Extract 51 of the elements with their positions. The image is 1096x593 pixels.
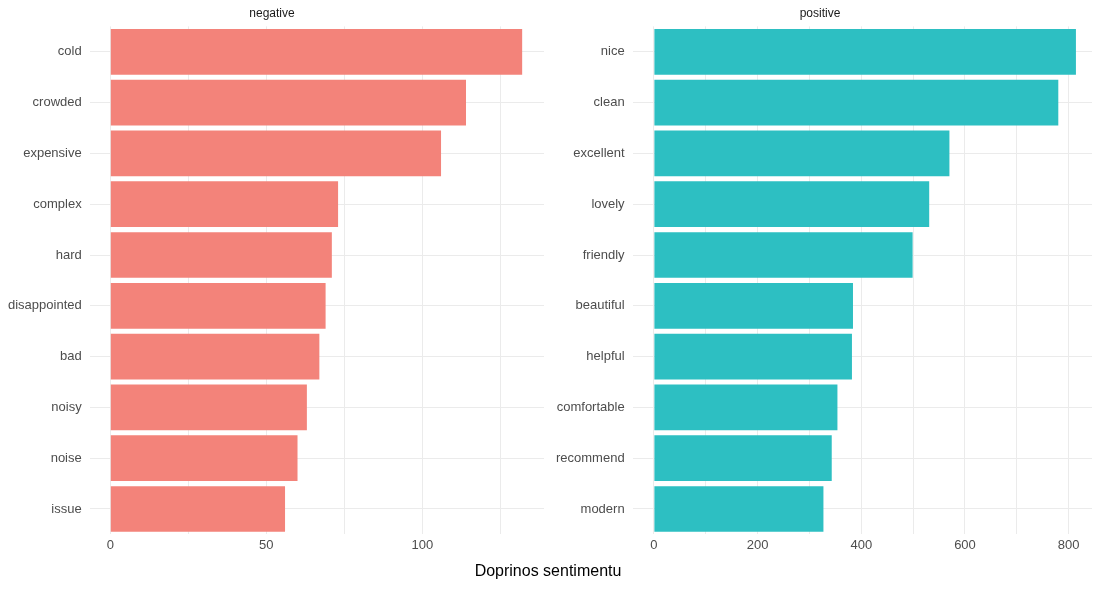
bar xyxy=(110,181,339,228)
y-tick-label: noise xyxy=(50,449,82,465)
bar xyxy=(654,130,950,177)
x-tick-label: 400 xyxy=(850,536,873,552)
bar xyxy=(654,282,853,329)
bar xyxy=(110,28,523,75)
x-tick-label: 200 xyxy=(746,536,769,552)
y-tick-label: recommend xyxy=(556,449,625,465)
bar xyxy=(654,181,930,228)
bar xyxy=(110,384,307,431)
y-tick-label: helpful xyxy=(586,348,625,364)
x-tick-label: 800 xyxy=(1057,536,1080,552)
y-tick-label: issue xyxy=(51,500,82,516)
bar xyxy=(654,384,838,431)
bar xyxy=(110,333,320,380)
bar xyxy=(654,28,1076,75)
bar xyxy=(654,232,913,278)
y-tick-label: lovely xyxy=(591,195,626,211)
bar xyxy=(654,79,1059,126)
chart-title: negative xyxy=(249,5,296,20)
chart-title: positive xyxy=(799,5,841,20)
y-tick-label: disappointed xyxy=(7,297,82,313)
x-tick-label: 50 xyxy=(259,536,274,552)
bar xyxy=(110,435,298,482)
bar xyxy=(110,486,286,532)
x-tick-label: 0 xyxy=(650,536,658,552)
bar xyxy=(654,333,852,380)
y-tick-label: modern xyxy=(580,500,625,516)
x-tick-label: 0 xyxy=(106,536,114,552)
bar xyxy=(654,486,824,532)
x-tick-label: 100 xyxy=(411,536,434,552)
y-tick-label: comfortable xyxy=(556,398,625,414)
y-tick-label: complex xyxy=(33,195,83,211)
y-tick-label: friendly xyxy=(582,246,626,262)
y-tick-label: hard xyxy=(55,246,82,262)
bar xyxy=(110,79,466,126)
x-axis-title: Doprinos sentimentu xyxy=(473,562,623,580)
bar xyxy=(110,232,332,278)
y-tick-label: expensive xyxy=(23,144,82,160)
y-tick-label: beautiful xyxy=(575,297,625,313)
y-tick-label: excellent xyxy=(573,144,626,160)
bar xyxy=(110,130,442,177)
bar xyxy=(110,282,326,329)
y-tick-label: crowded xyxy=(32,94,82,110)
y-tick-label: cold xyxy=(57,43,82,59)
y-tick-label: noisy xyxy=(51,398,83,414)
bar xyxy=(654,435,832,482)
y-tick-label: bad xyxy=(60,348,82,364)
x-tick-label: 600 xyxy=(954,536,976,552)
y-tick-label: clean xyxy=(593,94,625,110)
y-tick-label: nice xyxy=(600,43,625,59)
